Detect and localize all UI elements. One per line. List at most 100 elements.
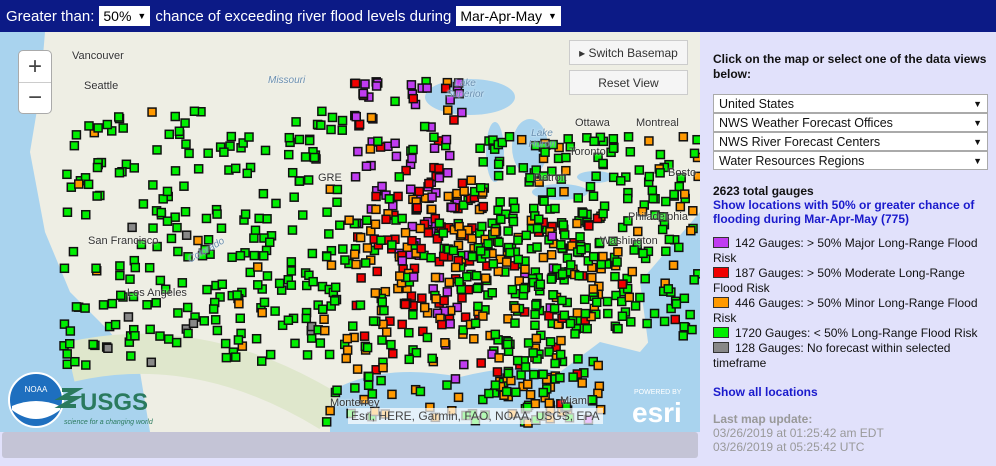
gauge-marker[interactable] [602, 296, 613, 307]
gauge-marker[interactable] [494, 237, 504, 248]
gauge-marker[interactable] [577, 378, 587, 388]
gauge-marker[interactable] [593, 360, 603, 371]
gauge-marker[interactable] [68, 246, 79, 257]
gauge-marker[interactable] [366, 112, 377, 123]
gauge-marker[interactable] [438, 228, 449, 238]
gauge-marker[interactable] [419, 121, 430, 132]
gauge-marker[interactable] [551, 263, 562, 274]
gauge-marker[interactable] [355, 232, 366, 243]
gauge-marker[interactable] [419, 302, 430, 313]
gauge-marker[interactable] [678, 331, 689, 341]
gauge-marker[interactable] [210, 315, 221, 325]
gauge-marker[interactable] [434, 173, 445, 183]
gauge-marker[interactable] [372, 266, 382, 277]
gauge-marker[interactable] [262, 271, 273, 281]
gauge-marker[interactable] [126, 351, 136, 361]
gauge-marker[interactable] [384, 194, 395, 204]
gauge-marker[interactable] [534, 214, 544, 224]
gauge-marker[interactable] [115, 261, 125, 271]
gauge-marker[interactable] [193, 164, 204, 174]
gauge-marker[interactable] [642, 318, 652, 329]
gauge-marker[interactable] [129, 163, 140, 173]
gauge-marker[interactable] [381, 327, 392, 337]
gauge-marker[interactable] [544, 347, 554, 357]
gauge-marker[interactable] [411, 347, 422, 358]
gauge-marker[interactable] [362, 342, 373, 353]
gauge-marker[interactable] [503, 368, 514, 379]
gauge-marker[interactable] [598, 208, 608, 219]
gauge-marker[interactable] [365, 144, 376, 154]
gauge-marker[interactable] [118, 123, 128, 133]
gauge-marker[interactable] [171, 337, 182, 348]
gauge-marker[interactable] [321, 417, 332, 427]
gauge-marker[interactable] [422, 83, 432, 93]
gauge-marker[interactable] [510, 303, 521, 314]
gauge-marker[interactable] [528, 348, 538, 358]
gauge-marker[interactable] [522, 379, 533, 389]
gauge-marker[interactable] [472, 283, 483, 294]
gauge-marker[interactable] [387, 389, 397, 400]
gauge-marker[interactable] [319, 314, 329, 324]
gauge-marker[interactable] [640, 273, 650, 284]
gauge-marker[interactable] [184, 148, 194, 159]
data-view-select[interactable]: Water Resources Regions ▼ [713, 151, 988, 170]
gauge-marker[interactable] [381, 214, 391, 225]
gauge-marker[interactable] [556, 335, 566, 346]
gauge-marker[interactable] [62, 207, 73, 217]
gauge-marker[interactable] [635, 292, 645, 303]
gauge-marker[interactable] [359, 331, 370, 341]
gauge-marker[interactable] [338, 244, 348, 254]
gauge-marker[interactable] [633, 226, 643, 237]
gauge-marker[interactable] [557, 269, 568, 279]
gauge-marker[interactable] [294, 176, 305, 186]
gauge-marker[interactable] [146, 357, 157, 368]
gauge-marker[interactable] [525, 173, 535, 183]
gauge-marker[interactable] [123, 312, 134, 322]
gauge-marker[interactable] [457, 107, 467, 118]
data-view-select[interactable]: NWS Weather Forecast Offices ▼ [713, 113, 988, 132]
gauge-marker[interactable] [166, 233, 177, 244]
gauge-marker[interactable] [688, 206, 698, 216]
gauge-marker[interactable] [408, 93, 419, 104]
gauge-marker[interactable] [462, 272, 472, 282]
gauge-marker[interactable] [136, 239, 147, 250]
gauge-marker[interactable] [648, 193, 658, 204]
gauge-marker[interactable] [502, 339, 513, 350]
gauge-marker[interactable] [350, 383, 360, 393]
gauge-marker[interactable] [454, 276, 464, 287]
gauge-marker[interactable] [592, 213, 603, 224]
gauge-marker[interactable] [427, 204, 437, 215]
gauge-marker[interactable] [490, 226, 500, 237]
gauge-marker[interactable] [495, 197, 505, 207]
gauge-marker[interactable] [676, 173, 686, 183]
gauge-marker[interactable] [183, 328, 193, 339]
gauge-marker[interactable] [363, 380, 374, 391]
gauge-marker[interactable] [249, 250, 260, 261]
gauge-marker[interactable] [316, 120, 326, 130]
gauge-marker[interactable] [493, 170, 504, 181]
gauge-marker[interactable] [257, 307, 267, 318]
gauge-marker[interactable] [456, 229, 467, 239]
gauge-marker[interactable] [404, 354, 414, 365]
gauge-marker[interactable] [244, 132, 254, 142]
gauge-marker[interactable] [170, 111, 180, 122]
gauge-marker[interactable] [193, 235, 203, 246]
gauge-marker[interactable] [555, 372, 565, 383]
gauge-marker[interactable] [626, 317, 636, 327]
gauge-marker[interactable] [148, 223, 158, 233]
gauge-marker[interactable] [576, 244, 586, 255]
gauge-marker[interactable] [530, 399, 541, 409]
gauge-marker[interactable] [427, 353, 437, 364]
gauge-marker[interactable] [508, 216, 519, 227]
gauge-marker[interactable] [457, 178, 468, 189]
gauge-marker[interactable] [370, 219, 381, 229]
gauge-marker[interactable] [386, 339, 396, 350]
gauge-marker[interactable] [148, 180, 158, 190]
gauge-marker[interactable] [494, 353, 504, 363]
gauge-marker[interactable] [371, 191, 381, 202]
gauge-marker[interactable] [624, 292, 635, 303]
gauge-marker[interactable] [249, 233, 259, 243]
gauge-marker[interactable] [679, 321, 689, 332]
gauge-marker[interactable] [303, 175, 314, 185]
gauge-marker[interactable] [321, 251, 332, 262]
